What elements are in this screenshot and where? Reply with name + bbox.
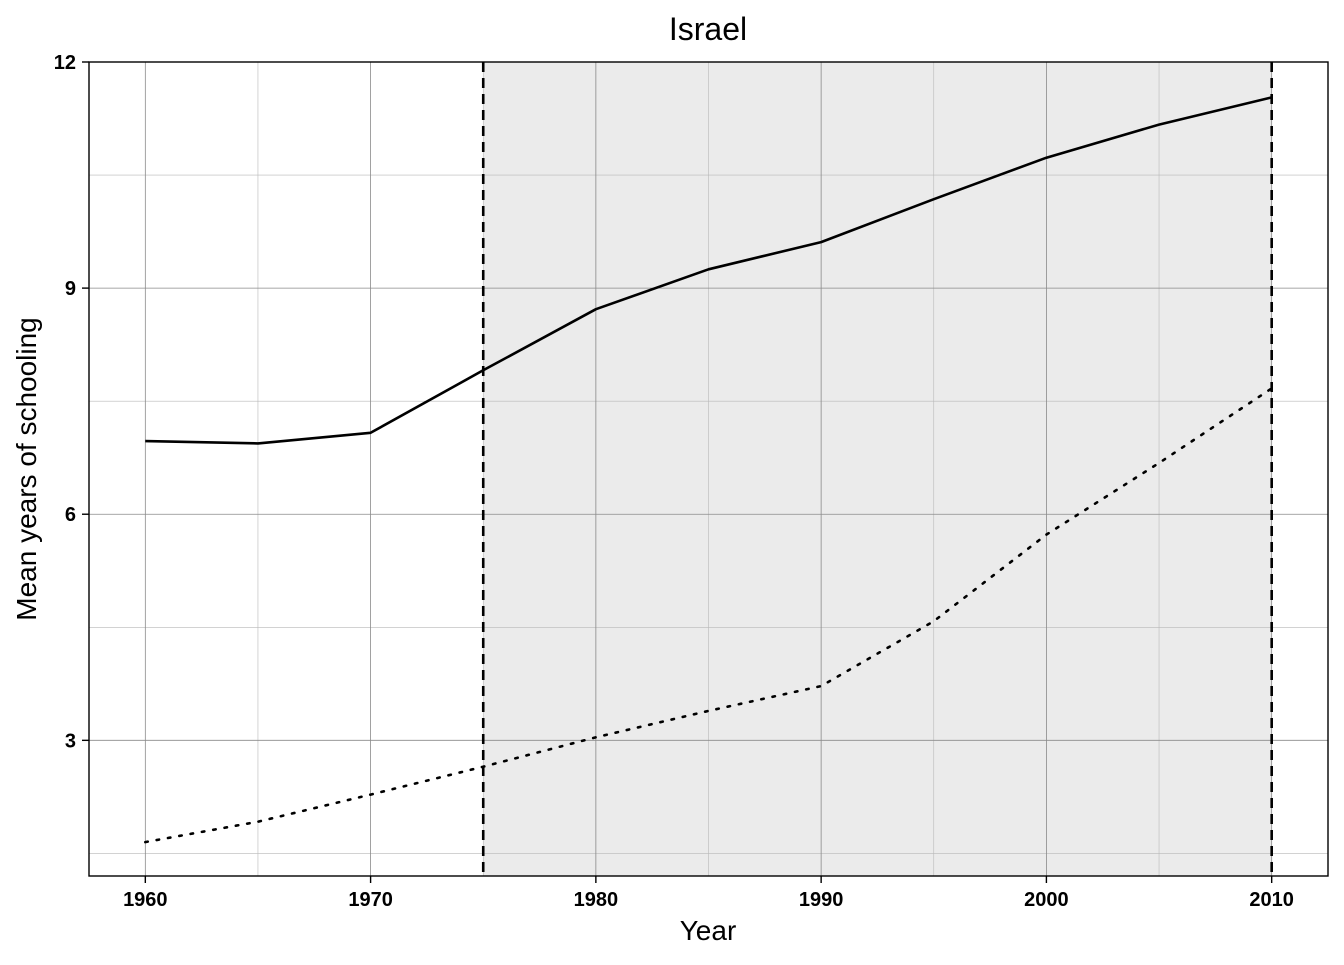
y-axis-label: Mean years of schooling (11, 317, 42, 621)
series-line-1 (145, 96, 1273, 445)
y-tick-label: 3 (65, 730, 76, 752)
y-tick-label: 12 (54, 52, 76, 74)
y-tick-label: 6 (65, 504, 76, 526)
x-tick-label: 2010 (1249, 889, 1294, 911)
series-line-2 (144, 387, 1273, 844)
x-tick-label: 1980 (574, 889, 619, 911)
plot-border (88, 61, 1329, 877)
x-tick-label: 1970 (348, 889, 393, 911)
shaded-region (483, 62, 1272, 876)
x-tick-label: 1960 (123, 889, 168, 911)
plot-area: 1960 1970 1980 1990 2000 2010 3 6 9 12 (54, 52, 1329, 911)
x-axis-label: Year (680, 915, 737, 946)
chart-title: Israel (669, 11, 747, 47)
x-tick-label: 2000 (1024, 889, 1069, 911)
x-tick-label: 1990 (799, 889, 844, 911)
y-tick-label: 9 (65, 278, 76, 300)
